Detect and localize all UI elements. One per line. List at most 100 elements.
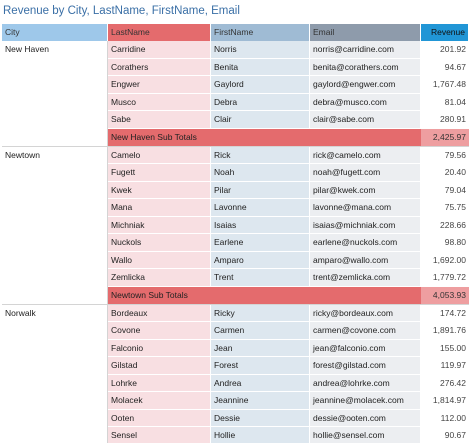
lastname-cell: Kwek xyxy=(108,181,211,199)
table-row[interactable]: Sensel Hollie hollie@sensel.com 90.67 xyxy=(2,427,469,443)
lastname-cell: Gilstad xyxy=(108,357,211,375)
table-row[interactable]: Wallo Amparo amparo@wallo.com 1,692.00 xyxy=(2,251,469,269)
email-cell: jeannine@molacek.com xyxy=(310,392,421,410)
firstname-cell: Ricky xyxy=(211,304,310,322)
table-row[interactable]: Kwek Pilar pilar@kwek.com 79.04 xyxy=(2,181,469,199)
subtotal-label: New Haven Sub Totals xyxy=(108,128,421,146)
firstname-cell: Clair xyxy=(211,111,310,129)
firstname-cell: Gaylord xyxy=(211,76,310,94)
lastname-cell: Bordeaux xyxy=(108,304,211,322)
email-cell: earlene@nuckols.com xyxy=(310,234,421,252)
city-group: Newtown Camelo Rick rick@camelo.com 79.56 Fug… xyxy=(2,146,469,305)
firstname-cell: Noah xyxy=(211,164,310,182)
subtotal-row: New Haven Sub Totals 2,425.97 xyxy=(2,128,469,146)
table-row[interactable]: Covone Carmen carmen@covone.com 1,891.76 xyxy=(2,322,469,340)
table-row[interactable]: Musco Debra debra@musco.com 81.04 xyxy=(2,93,469,111)
email-cell: lavonne@mana.com xyxy=(310,199,421,217)
revenue-cell: 228.66 xyxy=(421,216,469,234)
revenue-cell: 90.67 xyxy=(421,427,469,443)
email-cell: andrea@lohrke.com xyxy=(310,374,421,392)
city-cell: Norwalk xyxy=(2,304,108,443)
firstname-cell: Forest xyxy=(211,357,310,375)
email-cell: debra@musco.com xyxy=(310,93,421,111)
revenue-cell: 75.75 xyxy=(421,199,469,217)
lastname-cell: Wallo xyxy=(108,251,211,269)
revenue-cell: 1,814.97 xyxy=(421,392,469,410)
column-header-city[interactable]: City xyxy=(2,24,108,41)
revenue-cell: 276.42 xyxy=(421,374,469,392)
lastname-cell: Engwer xyxy=(108,76,211,94)
revenue-cell: 79.56 xyxy=(421,146,469,164)
table-row[interactable]: Lohrke Andrea andrea@lohrke.com 276.42 xyxy=(2,374,469,392)
table-row[interactable]: Molacek Jeannine jeannine@molacek.com 1,814… xyxy=(2,392,469,410)
revenue-cell: 20.40 xyxy=(421,164,469,182)
table-row[interactable]: Falconio Jean jean@falconio.com 155.00 xyxy=(2,339,469,357)
email-cell: norris@carridine.com xyxy=(310,41,421,59)
email-cell: carmen@covone.com xyxy=(310,322,421,340)
revenue-cell: 79.04 xyxy=(421,181,469,199)
email-cell: clair@sabe.com xyxy=(310,111,421,129)
lastname-cell: Ooten xyxy=(108,409,211,427)
lastname-cell: Nuckols xyxy=(108,234,211,252)
firstname-cell: Dessie xyxy=(211,409,310,427)
city-cell: Newtown xyxy=(2,146,108,304)
revenue-cell: 174.72 xyxy=(421,304,469,322)
city-group: Norwalk Bordeaux Ricky ricky@bordeaux.com 17… xyxy=(2,304,469,443)
lastname-cell: Carridine xyxy=(108,41,211,59)
column-header-lastname[interactable]: LastName xyxy=(108,24,211,41)
column-header-email[interactable]: Email xyxy=(310,24,421,41)
revenue-cell: 1,767.48 xyxy=(421,76,469,94)
revenue-table: City LastName FirstName Email Revenue Ne… xyxy=(2,24,469,443)
firstname-cell: Benita xyxy=(211,58,310,76)
firstname-cell: Earlene xyxy=(211,234,310,252)
firstname-cell: Jeannine xyxy=(211,392,310,410)
table-row[interactable]: Gilstad Forest forest@gilstad.com 119.97 xyxy=(2,357,469,375)
revenue-cell: 155.00 xyxy=(421,339,469,357)
subtotal-label: Newtown Sub Totals xyxy=(108,286,421,304)
firstname-cell: Norris xyxy=(211,41,310,59)
lastname-cell: Sabe xyxy=(108,111,211,129)
revenue-cell: 119.97 xyxy=(421,357,469,375)
column-header-revenue[interactable]: Revenue xyxy=(421,24,469,41)
revenue-cell: 1,779.72 xyxy=(421,269,469,287)
firstname-cell: Lavonne xyxy=(211,199,310,217)
firstname-cell: Hollie xyxy=(211,427,310,443)
lastname-cell: Musco xyxy=(108,93,211,111)
table-row[interactable]: Michniak Isaias isaias@michniak.com 228.66 xyxy=(2,216,469,234)
table-row[interactable]: Camelo Rick rick@camelo.com 79.56 xyxy=(2,146,469,164)
table-row[interactable]: Corathers Benita benita@corathers.com 94.67 xyxy=(2,58,469,76)
lastname-cell: Molacek xyxy=(108,392,211,410)
city-cell: New Haven xyxy=(2,41,108,146)
email-cell: hollie@sensel.com xyxy=(310,427,421,443)
column-header-firstname[interactable]: FirstName xyxy=(211,24,310,41)
table-row[interactable]: Ooten Dessie dessie@ooten.com 112.00 xyxy=(2,409,469,427)
email-cell: forest@gilstad.com xyxy=(310,357,421,375)
email-cell: benita@corathers.com xyxy=(310,58,421,76)
lastname-cell: Fugett xyxy=(108,164,211,182)
revenue-cell: 1,692.00 xyxy=(421,251,469,269)
email-cell: dessie@ooten.com xyxy=(310,409,421,427)
email-cell: rick@camelo.com xyxy=(310,146,421,164)
firstname-cell: Carmen xyxy=(211,322,310,340)
table-row[interactable]: Engwer Gaylord gaylord@engwer.com 1,767.48 xyxy=(2,76,469,94)
lastname-cell: Camelo xyxy=(108,146,211,164)
table-row[interactable]: Sabe Clair clair@sabe.com 280.91 xyxy=(2,111,469,129)
revenue-cell: 112.00 xyxy=(421,409,469,427)
revenue-cell: 280.91 xyxy=(421,111,469,129)
table-row[interactable]: Mana Lavonne lavonne@mana.com 75.75 xyxy=(2,199,469,217)
table-row[interactable]: Zemlicka Trent trent@zemlicka.com 1,779.72 xyxy=(2,269,469,287)
table-row[interactable]: Fugett Noah noah@fugett.com 20.40 xyxy=(2,164,469,182)
firstname-cell: Jean xyxy=(211,339,310,357)
firstname-cell: Amparo xyxy=(211,251,310,269)
firstname-cell: Isaias xyxy=(211,216,310,234)
firstname-cell: Pilar xyxy=(211,181,310,199)
firstname-cell: Trent xyxy=(211,269,310,287)
table-row[interactable]: Nuckols Earlene earlene@nuckols.com 98.80 xyxy=(2,234,469,252)
table-row[interactable]: Carridine Norris norris@carridine.com 201.9… xyxy=(2,41,469,59)
email-cell: trent@zemlicka.com xyxy=(310,269,421,287)
table-row[interactable]: Bordeaux Ricky ricky@bordeaux.com 174.72 xyxy=(2,304,469,322)
lastname-cell: Corathers xyxy=(108,58,211,76)
email-cell: isaias@michniak.com xyxy=(310,216,421,234)
lastname-cell: Falconio xyxy=(108,339,211,357)
revenue-cell: 94.67 xyxy=(421,58,469,76)
